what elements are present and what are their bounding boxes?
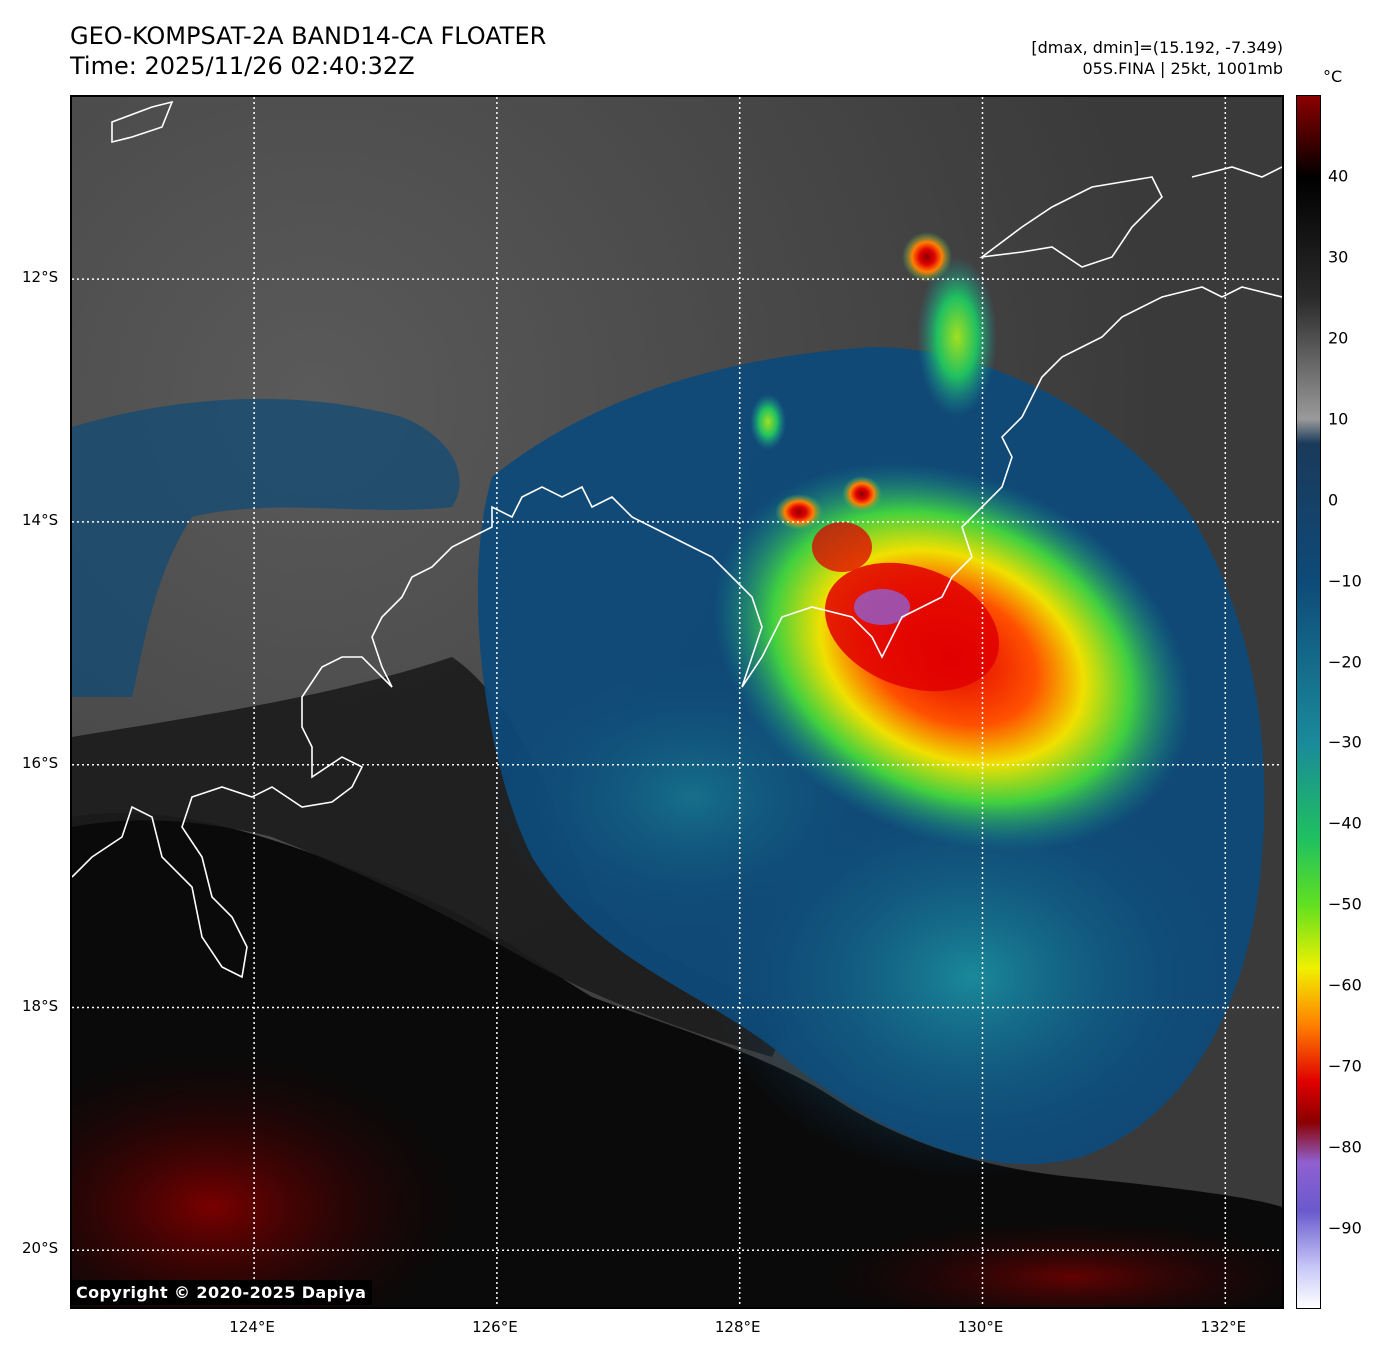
coastline-jbg bbox=[741, 286, 1282, 688]
coastlines bbox=[72, 100, 1282, 979]
colorbar-tick-label: 0 bbox=[1328, 490, 1339, 510]
lat-tick-label: 18°S bbox=[22, 996, 59, 1015]
convective-cell-5 bbox=[812, 522, 872, 572]
lat-tick-label: 12°S bbox=[22, 268, 59, 287]
lon-tick-label: 130°E bbox=[957, 1318, 1004, 1336]
lon-tick-label: 124°E bbox=[229, 1318, 275, 1336]
hot-surface-area-2 bbox=[812, 1217, 1282, 1307]
colorbar-tick-label: −90 bbox=[1328, 1218, 1362, 1238]
convective-cell-4 bbox=[842, 476, 882, 512]
lon-tick-label: 126°E bbox=[472, 1318, 518, 1336]
chart-time: Time: 2025/11/26 02:40:32Z bbox=[70, 52, 415, 80]
colorbar-tick-label: 40 bbox=[1328, 166, 1349, 186]
hot-surface-area bbox=[72, 1047, 472, 1307]
colorbar-tick-label: −10 bbox=[1328, 571, 1362, 591]
lat-tick-label: 20°S bbox=[22, 1239, 59, 1258]
colorbar bbox=[1296, 95, 1321, 1309]
colorbar-tick-label: −40 bbox=[1328, 813, 1362, 833]
lon-tick-label: 128°E bbox=[714, 1318, 761, 1336]
copyright-label: Copyright © 2020-2025 Dapiya bbox=[70, 1280, 373, 1305]
colorbar-unit: °C bbox=[1323, 67, 1343, 86]
convective-cell-3 bbox=[775, 494, 823, 530]
colorbar-tick-label: 10 bbox=[1328, 409, 1349, 429]
colorbar-tick-label: −70 bbox=[1328, 1056, 1362, 1076]
colorbar-tick-label: 20 bbox=[1328, 328, 1349, 348]
cloud-band-west bbox=[72, 398, 460, 697]
map-canvas bbox=[72, 97, 1282, 1307]
colorbar-tick-label: −60 bbox=[1328, 975, 1362, 995]
coastline-island bbox=[111, 100, 174, 144]
coastline-tiwi-2 bbox=[1191, 166, 1282, 178]
colorbar-tick-label: −50 bbox=[1328, 894, 1362, 914]
lon-tick-label: 132°E bbox=[1200, 1318, 1247, 1336]
storm-info-label: 05S.FINA | 25kt, 1001mb bbox=[1082, 59, 1283, 78]
colorbar-tick-label: −30 bbox=[1328, 732, 1362, 752]
coastline-kimberley bbox=[72, 485, 763, 979]
chart-title: GEO-KOMPSAT-2A BAND14-CA FLOATER bbox=[70, 22, 547, 50]
storm-core-top bbox=[854, 589, 910, 625]
colorbar-tick-label: 30 bbox=[1328, 247, 1349, 267]
lat-tick-label: 16°S bbox=[22, 753, 59, 772]
dark-land-upper bbox=[72, 657, 792, 1057]
coastline-tiwi bbox=[979, 176, 1163, 268]
convective-cell-2 bbox=[750, 394, 786, 450]
lat-tick-label: 14°S bbox=[22, 510, 59, 529]
data-range-label: [dmax, dmin]=(15.192, -7.349) bbox=[1031, 38, 1283, 57]
satellite-map[interactable] bbox=[70, 95, 1284, 1309]
colorbar-tick-label: −20 bbox=[1328, 652, 1362, 672]
convective-trail bbox=[917, 257, 997, 417]
colorbar-tick-label: −80 bbox=[1328, 1137, 1362, 1157]
gridlines bbox=[72, 97, 1282, 1307]
